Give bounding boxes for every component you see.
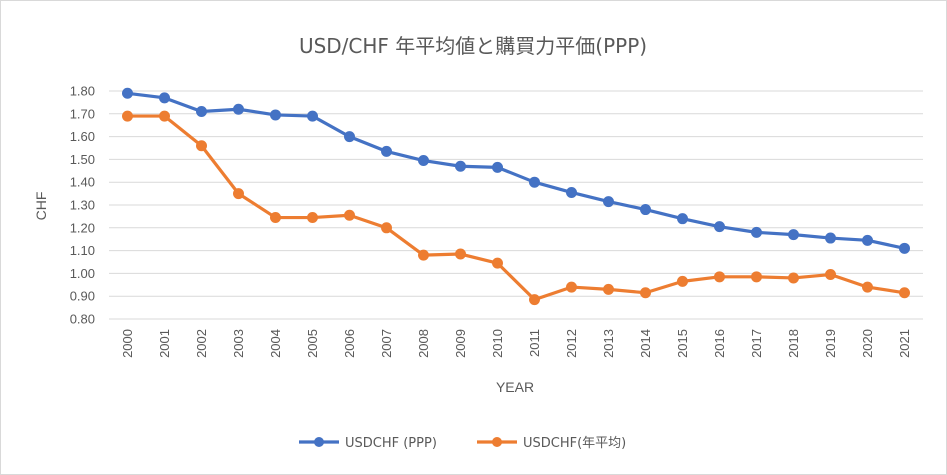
x-tick-label: 2003 (231, 329, 246, 358)
series-2-point (862, 281, 873, 293)
series-2-point (640, 287, 651, 299)
series-2-point (566, 281, 577, 293)
series-2-point (492, 257, 503, 269)
series-1-point (381, 145, 392, 157)
y-tick-label: 1.50 (70, 152, 95, 167)
y-tick-label: 1.60 (70, 129, 95, 144)
x-tick-label: 2010 (490, 329, 505, 358)
series-2-point (122, 110, 133, 122)
series-1-point (233, 103, 244, 115)
legend-marker-1 (314, 437, 324, 447)
x-axis-ticks: 2000 2001 2002 2003 2004 2005 2006 2007 2008 2009… (120, 329, 912, 358)
y-tick-label: 0.90 (70, 289, 95, 304)
series-1-point (603, 196, 614, 208)
series-2-point (714, 271, 725, 283)
series-1-point (566, 186, 577, 198)
legend-label-2: USDCHF(年平均) (523, 436, 626, 451)
series-2-point (899, 287, 910, 299)
series-1-point (122, 87, 133, 99)
series-group (122, 87, 910, 306)
x-tick-label: 2007 (379, 329, 394, 358)
series-2-point (159, 110, 170, 122)
chart-title: USD/CHF 年平均値と購買力平価(PPP) (299, 34, 647, 58)
y-axis-label: CHF (33, 192, 49, 221)
y-tick-label: 1.20 (70, 220, 95, 235)
series-1-point (714, 221, 725, 233)
series-2-point (418, 249, 429, 261)
series-line-2 (125, 114, 907, 302)
series-1-point (862, 234, 873, 246)
series-2-point (381, 222, 392, 234)
x-tick-label: 2002 (194, 329, 209, 358)
x-tick-label: 2019 (823, 329, 838, 358)
x-tick-label: 2020 (860, 329, 875, 358)
x-tick-label: 2004 (268, 329, 283, 358)
y-tick-label: 1.40 (70, 175, 95, 190)
series-1-point (788, 229, 799, 241)
series-1-point (270, 109, 281, 121)
legend: USDCHF (PPP) USDCHF(年平均) (299, 436, 626, 451)
series-1-point (344, 131, 355, 143)
series-1-point (307, 110, 318, 122)
series-1-point (196, 106, 207, 118)
series-2-point (270, 212, 281, 224)
series-2-point (344, 209, 355, 221)
series-1-point (492, 161, 503, 173)
x-tick-label: 2021 (897, 329, 912, 358)
series-1-point (455, 160, 466, 172)
series-2-point (307, 212, 318, 224)
x-tick-label: 2005 (305, 329, 320, 358)
x-tick-label: 2014 (638, 329, 653, 358)
legend-label-1: USDCHF (PPP) (345, 436, 437, 451)
series-line-1 (125, 91, 907, 250)
series-1-point (159, 92, 170, 104)
series-2-point (529, 294, 540, 306)
series-1-point (640, 204, 651, 216)
y-tick-label: 1.80 (70, 84, 95, 99)
x-tick-label: 2000 (120, 329, 135, 358)
x-tick-label: 2006 (342, 329, 357, 358)
series-2-point (751, 271, 762, 283)
y-tick-label: 1.70 (70, 106, 95, 121)
y-tick-label: 0.80 (70, 312, 95, 327)
series-2-point (603, 283, 614, 295)
series-1-point (418, 155, 429, 167)
x-tick-label: 2009 (453, 329, 468, 358)
series-1-point (677, 213, 688, 225)
x-tick-label: 2001 (157, 329, 172, 358)
series-2-point (825, 269, 836, 281)
x-tick-label: 2016 (712, 329, 727, 358)
series-1-point (825, 232, 836, 244)
series-2-point (196, 140, 207, 152)
series-1-point (529, 176, 540, 188)
y-tick-label: 1.10 (70, 243, 95, 258)
x-tick-label: 2012 (564, 329, 579, 358)
y-tick-label: 1.30 (70, 198, 95, 213)
series-2-point (233, 188, 244, 200)
y-tick-label: 1.00 (70, 266, 95, 281)
series-2-point (677, 275, 688, 287)
x-axis-label: YEAR (496, 379, 534, 395)
series-2-point (788, 272, 799, 284)
x-tick-label: 2018 (786, 329, 801, 358)
legend-marker-2 (492, 437, 502, 447)
series-1-point (899, 242, 910, 254)
x-tick-label: 2011 (527, 329, 542, 357)
gridlines (109, 90, 923, 320)
series-1-point (751, 226, 762, 238)
x-tick-label: 2017 (749, 329, 764, 358)
x-tick-label: 2015 (675, 329, 690, 358)
x-tick-label: 2013 (601, 329, 616, 358)
x-tick-label: 2008 (416, 329, 431, 358)
y-axis-ticks: 0.80 0.90 1.00 1.10 1.20 1.30 1.40 1.50 1.60 1.70… (70, 84, 95, 327)
series-2-point (455, 248, 466, 260)
